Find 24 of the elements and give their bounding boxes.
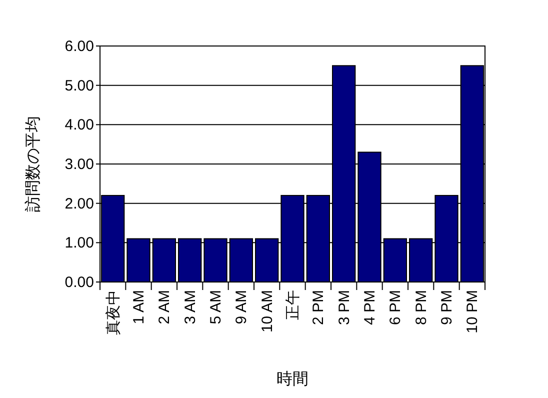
y-tick-label: 1.00 <box>64 234 94 252</box>
y-tick-label: 2.00 <box>64 195 94 212</box>
y-tick-label: 6.00 <box>64 38 94 55</box>
x-tick-label: 真夜中 <box>104 290 122 335</box>
x-tick-label: 8 PM <box>412 290 430 326</box>
x-tick-label: 1 AM <box>130 290 148 324</box>
x-tick-label: 3 PM <box>336 290 353 326</box>
x-tick-label: 9 AM <box>233 290 250 324</box>
x-tick-label: 2 PM <box>310 290 328 326</box>
x-tick-label: 10 PM <box>464 290 482 334</box>
y-tick-label: 4.00 <box>64 116 94 134</box>
y-tick-label: 3.00 <box>64 156 94 173</box>
x-tick-label: 2 AM <box>156 290 174 324</box>
x-tick-label: 10 AM <box>258 290 276 333</box>
x-tick-label: 6 PM <box>387 290 404 326</box>
y-axis-title: 訪問数の平均 <box>24 116 42 212</box>
x-tick-label: 正午 <box>284 290 302 320</box>
y-tick-label: 0.00 <box>64 274 94 291</box>
x-tick-label: 3 AM <box>182 290 199 324</box>
x-tick-label: 5 AM <box>208 290 224 324</box>
x-axis-title: 時間 <box>276 370 308 388</box>
y-tick-label: 5.00 <box>64 77 94 94</box>
x-tick-label: 9 PM <box>438 290 456 326</box>
x-tick-label: 4 PM <box>362 290 378 326</box>
